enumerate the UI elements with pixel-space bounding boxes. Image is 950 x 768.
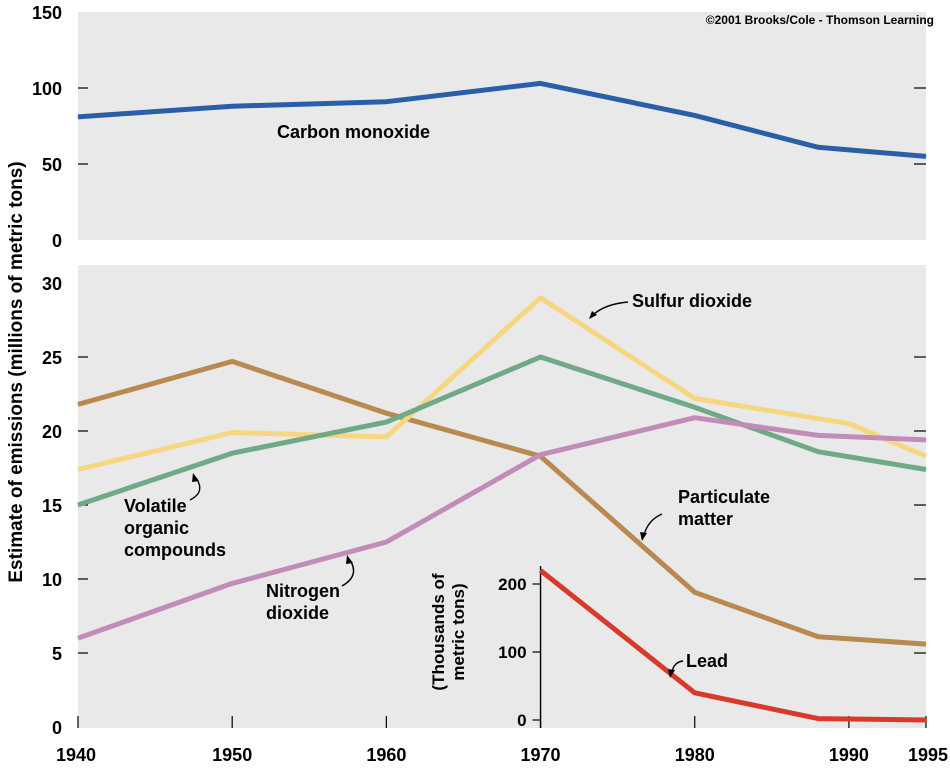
lead-arrowhead (668, 669, 675, 678)
inset-series-line-lead (538, 568, 927, 723)
bottom-point-particulate-matter-1950 (231, 360, 233, 362)
label-volatile-organic-compounds-line: Volatile (124, 496, 187, 516)
bottom-point-sulfur-dioxide-1940 (77, 468, 79, 470)
inset-point-lead-1988 (817, 718, 819, 720)
y-axis-label: Estimate of emissions (millions of metri… (6, 161, 27, 582)
bottom-point-volatile-organic-compounds-1960 (385, 421, 387, 423)
label-particulate-matter: Particulate matter (678, 487, 770, 529)
bottom-point-volatile-organic-compounds-1988 (817, 451, 819, 453)
inset-y-axis-label-line: metric tons) (449, 583, 468, 680)
bottom-point-volatile-organic-compounds-1950 (231, 452, 233, 454)
x-tick-label-1960: 1960 (366, 745, 406, 765)
bottom-point-nitrogen-dioxide-1980 (694, 417, 696, 419)
label-volatile-organic-compounds-line: organic (124, 518, 189, 538)
inset-point-lead-1995 (925, 719, 927, 721)
bottom-point-sulfur-dioxide-1990 (848, 423, 850, 425)
bottom-y-tick-label-10: 10 (42, 570, 62, 590)
bottom-point-nitrogen-dioxide-1988 (817, 434, 819, 436)
bottom-point-nitrogen-dioxide-1960 (385, 541, 387, 543)
label-sulfur-dioxide-line: Sulfur dioxide (632, 291, 752, 311)
top-y-tick-label-100: 100 (32, 79, 62, 99)
label-lead-line: Lead (686, 651, 728, 671)
nitrogen-dioxide-arrowhead (346, 555, 353, 564)
sulfur-dioxide-arrow (593, 301, 629, 315)
top-y-tick-label-50: 50 (42, 155, 62, 175)
bottom-point-sulfur-dioxide-1960 (385, 436, 387, 438)
bottom-y-tick-label-25: 25 (42, 348, 62, 368)
bottom-point-particulate-matter-1995 (925, 643, 927, 645)
top-panel-background (78, 12, 926, 240)
top-point-carbon-monoxide-1960 (385, 101, 387, 103)
bottom-point-volatile-organic-compounds-1970 (540, 356, 542, 358)
label-nitrogen-dioxide-line: Nitrogen (266, 581, 340, 601)
bottom-point-nitrogen-dioxide-1950 (231, 582, 233, 584)
bottom-point-nitrogen-dioxide-1995 (925, 439, 927, 441)
bottom-y-tick-label-30: 30 (42, 274, 62, 294)
label-nitrogen-dioxide: Nitrogen dioxide (266, 581, 340, 623)
x-tick-label-1980: 1980 (675, 745, 715, 765)
bottom-y-tick-label-0: 0 (52, 718, 62, 738)
x-tick-label-1950: 1950 (212, 745, 252, 765)
bottom-point-sulfur-dioxide-1970 (540, 297, 542, 299)
top-y-tick-label-150: 150 (32, 3, 62, 23)
bottom-point-particulate-matter-1940 (77, 403, 79, 405)
label-sulfur-dioxide: Sulfur dioxide (632, 291, 752, 311)
bottom-y-tick-label-20: 20 (42, 422, 62, 442)
label-lead: Lead (686, 651, 728, 671)
bottom-point-particulate-matter-1980 (694, 591, 696, 593)
bottom-point-volatile-organic-compounds-1980 (694, 406, 696, 408)
inset-y-tick-label-100: 100 (498, 643, 526, 662)
label-volatile-organic-compounds: Volatile organic compounds (124, 496, 226, 560)
x-tick-label-1995: 1995 (908, 745, 948, 765)
inset-y-axis-label: (Thousands ofmetric tons) (429, 573, 468, 690)
top-point-carbon-monoxide-1980 (694, 114, 696, 116)
top-point-carbon-monoxide-1988 (817, 146, 819, 148)
bottom-point-volatile-organic-compounds-1940 (77, 504, 79, 506)
bottom-point-sulfur-dioxide-1995 (925, 455, 927, 457)
bottom-point-nitrogen-dioxide-1970 (540, 454, 542, 456)
top-point-carbon-monoxide-1950 (231, 105, 233, 107)
label-carbon-monoxide-line: Carbon monoxide (277, 122, 430, 142)
bottom-y-tick-label-15: 15 (42, 496, 62, 516)
top-point-carbon-monoxide-1995 (925, 155, 927, 157)
label-nitrogen-dioxide-line: dioxide (266, 603, 329, 623)
sulfur-dioxide-arrowhead (589, 311, 597, 319)
x-tick-label-1970: 1970 (521, 745, 561, 765)
copyright-text: ©2001 Brooks/Cole - Thomson Learning (706, 13, 934, 27)
particulate-matter-arrow (643, 513, 663, 536)
label-particulate-matter-line: matter (678, 509, 733, 529)
bottom-point-particulate-matter-1960 (385, 412, 387, 414)
bottom-point-nitrogen-dioxide-1940 (77, 637, 79, 639)
inset-point-lead-1970 (540, 569, 542, 571)
x-tick-label-1990: 1990 (829, 745, 869, 765)
top-point-carbon-monoxide-1940 (77, 116, 79, 118)
volatile-organic-compounds-arrowhead (192, 473, 199, 482)
inset-y-tick-label-0: 0 (517, 711, 526, 730)
bottom-y-tick-label-5: 5 (52, 644, 62, 664)
inset-y-tick-label-200: 200 (498, 575, 526, 594)
label-particulate-matter-line: Particulate (678, 487, 770, 507)
bottom-point-volatile-organic-compounds-1995 (925, 468, 927, 470)
top-point-carbon-monoxide-1970 (540, 82, 542, 84)
inset-y-axis-label-line: (Thousands of (429, 573, 448, 690)
label-volatile-organic-compounds-line: compounds (124, 540, 226, 560)
bottom-point-sulfur-dioxide-1980 (694, 397, 696, 399)
bottom-point-particulate-matter-1988 (817, 636, 819, 638)
bottom-panel-background (78, 265, 926, 728)
bottom-point-sulfur-dioxide-1950 (231, 431, 233, 433)
top-y-tick-label-0: 0 (52, 231, 62, 251)
label-carbon-monoxide: Carbon monoxide (277, 122, 430, 142)
x-tick-label-1940: 1940 (56, 745, 96, 765)
particulate-matter-arrowhead (640, 532, 647, 541)
inset-point-lead-1980 (694, 692, 696, 694)
